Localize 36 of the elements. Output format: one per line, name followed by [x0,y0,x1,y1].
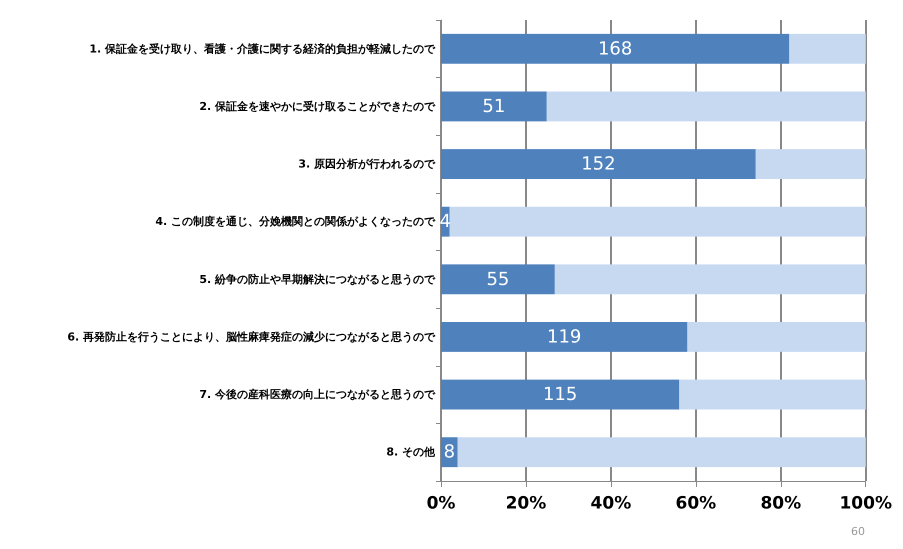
bar [687,322,866,352]
x-tick-label: 100% [839,494,892,514]
x-tick-label: 40% [590,494,632,514]
y-tick-label: 6. 再発防止を行うことにより、脳性麻痺発症の減少につながると思うので [67,330,436,344]
bar [546,91,866,122]
bar [441,91,547,122]
y-tick-label: 4. この制度を通じ、分娩機関との関係がよくなったので [155,215,436,228]
bar [449,206,866,237]
y-tick-label: 3. 原因分析が行われるので [298,158,436,171]
bar [679,380,866,410]
bar [441,34,790,64]
annotation: 119 [546,326,582,348]
bar [441,322,688,352]
x-tick-label: 80% [760,494,802,514]
y-tick-label: 7. 今後の産科医療の向上につながると思うので [199,388,436,402]
bar [441,380,680,410]
y-tick-label: 8. その他 [386,446,436,459]
annotation: 55 [486,268,510,290]
x-tick-label: 60% [675,494,716,514]
bar [441,149,756,180]
bar [789,34,866,64]
x-tick-label: 0% [426,494,456,514]
annotation: 51 [482,96,506,117]
annotation: 115 [542,384,578,406]
annotation: 8 [444,442,456,463]
annotation: 168 [598,38,632,60]
bar [756,149,866,180]
bar [554,264,866,294]
text: 60 [851,525,866,538]
annotation: 152 [581,154,616,175]
y-tick-label: 2. 保証金を速やかに受け取ることができたので [199,100,436,113]
bar [441,264,555,294]
bar [458,437,866,468]
y-tick-label: 5. 紛争の防止や早期解決につながると思うので [199,272,436,286]
y-tick-label: 1. 保証金を受け取り、看護・介護に関する経済的負担が軽減したので [89,42,436,56]
x-tick-label: 20% [506,494,546,514]
